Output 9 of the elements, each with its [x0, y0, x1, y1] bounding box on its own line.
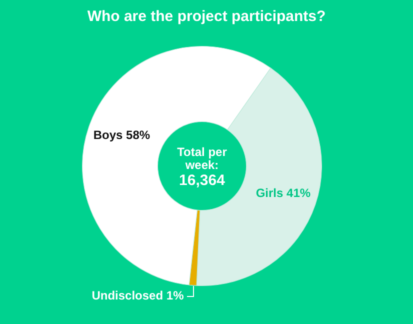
data-label: 41% — [286, 186, 311, 200]
chart-title: Who are the project participants? — [86, 8, 327, 25]
text: 16,364 — [178, 172, 226, 189]
data-label: 58% — [126, 128, 150, 142]
data-label: 1% — [166, 288, 184, 303]
text: Total per week: — [176, 145, 228, 172]
slice-label: Girls — [256, 186, 284, 200]
slice-label: Undisclosed — [92, 288, 164, 303]
slice-label: Boys — [93, 128, 124, 142]
